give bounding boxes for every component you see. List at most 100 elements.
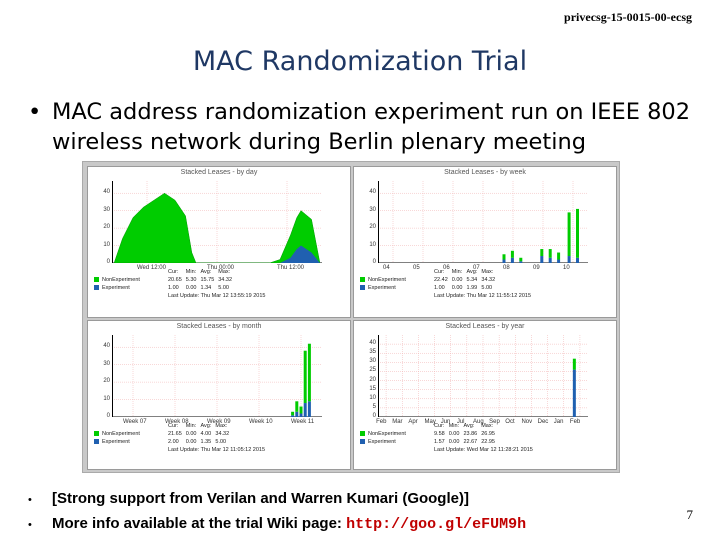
stats-value: 20.65: [168, 277, 182, 283]
x-tick-label: Thu 00:00: [207, 265, 235, 271]
legend-label: NonExperiment: [102, 277, 140, 283]
x-tick-label: Week 08: [165, 419, 189, 425]
y-tick-label: 40: [369, 189, 376, 196]
bar-experiment: [572, 369, 576, 417]
x-tick-label: Mar: [392, 419, 403, 425]
stats-value: 2.00: [168, 439, 179, 445]
chart-plot-area: [378, 181, 588, 263]
y-tick-label: 40: [103, 189, 110, 196]
stats-value: 5.00: [215, 439, 227, 445]
chart-title: Stacked Leases - by month: [176, 323, 262, 330]
chart-panel-by-month: Stacked Leases - by month 0 10 20 30 40 Week 0…: [87, 320, 351, 470]
x-tick-label: 09: [533, 265, 540, 271]
stats-value: 5.30: [185, 277, 197, 283]
main-bullet: • MAC address randomization experiment r…: [28, 97, 708, 157]
stats-value: 0.00: [185, 431, 197, 437]
stats-header: Min:: [451, 269, 463, 275]
slide-number: 7: [686, 507, 694, 522]
y-tick-label: 20: [369, 224, 376, 231]
stats-header: Min:: [448, 423, 460, 429]
legend-entry: NonExperiment: [360, 430, 406, 438]
chart-panel-by-week: Stacked Leases - by week 0 10 20 30 40 04 05 06 0…: [353, 166, 617, 318]
legend-entry: Experiment: [94, 438, 140, 446]
legend-label: NonExperiment: [102, 431, 140, 437]
footer-bullets: • [Strong support from Verilan and Warren…: [28, 487, 526, 537]
chart-legend: NonExperiment Experiment: [360, 430, 406, 446]
stats-value: 26.95: [481, 431, 495, 437]
stats-value: 23.86: [463, 431, 478, 437]
stats-header: Avg:: [200, 423, 212, 429]
bar-nonexperiment: [540, 249, 544, 257]
legend-entry: NonExperiment: [360, 276, 406, 284]
bar-nonexperiment: [567, 212, 571, 257]
stats-header: Max:: [481, 423, 494, 429]
legend-label: NonExperiment: [368, 431, 406, 437]
footer-bullet-support: • [Strong support from Verilan and Warren…: [28, 487, 526, 512]
x-tick-label: 05: [413, 265, 420, 271]
bar-nonexperiment: [502, 254, 506, 260]
x-tick-label: Jan: [553, 419, 564, 425]
series-area-nonexperiment: [113, 192, 321, 263]
wiki-link[interactable]: http://goo.gl/eFUM9h: [346, 516, 527, 533]
chart-panel-by-day: Stacked Leases - by day 0 10 20 30 40 Wed 12:0…: [87, 166, 351, 318]
stats-header: Avg:: [200, 269, 212, 275]
bar-experiment: [540, 256, 544, 263]
stats-value: 34.32: [481, 277, 496, 283]
bar-nonexperiment: [307, 343, 311, 402]
x-tick-label: Wed 12:00: [137, 265, 166, 271]
stats-value: 15.75: [200, 277, 215, 283]
stats-header: Min:: [185, 423, 197, 429]
x-tick-label: Week 07: [123, 419, 147, 425]
x-tick-label: Week 10: [249, 419, 273, 425]
footer-bullet-wiki: • More info available at the trial Wiki p…: [28, 512, 526, 537]
bar-nonexperiment: [557, 252, 561, 260]
legend-entry: NonExperiment: [94, 276, 140, 284]
bar-nonexperiment: [519, 257, 523, 262]
chart-legend: NonExperiment Experiment: [360, 276, 406, 292]
stats-value: 5.34: [466, 277, 478, 283]
stats-header: Cur:: [434, 269, 445, 275]
y-tick-label: 0: [106, 413, 110, 419]
x-tick-label: Dec: [537, 419, 549, 425]
last-update: Last Update: Thu Mar 12 13:55:19 2015: [168, 293, 266, 299]
chart-plot-area: [112, 335, 322, 417]
y-tick-label: 10: [103, 395, 110, 402]
stats-value: 1.35: [200, 439, 212, 445]
bar-nonexperiment: [303, 350, 307, 404]
main-bullet-text: MAC address randomization experiment run…: [52, 99, 691, 155]
stats-value: 22.42: [434, 277, 448, 283]
stats-value: 0.00: [185, 285, 197, 291]
stats-table: Cur: Min: Avg: Max: 22.42 0.00 5.34 34.32 1.00 0.…: [434, 268, 499, 292]
last-update: Last Update: Thu Mar 12 11:55:12 2015: [434, 293, 532, 299]
bar-nonexperiment: [299, 406, 303, 414]
stats-value: 21.65: [168, 431, 182, 437]
y-tick-label: 10: [369, 241, 376, 248]
stats-header: Max:: [215, 423, 228, 429]
stats-header: Max:: [218, 269, 231, 275]
y-tick-label: 15: [369, 385, 376, 392]
legend-swatch: [360, 431, 365, 437]
x-tick-label: Feb: [376, 419, 387, 425]
bar-experiment: [307, 401, 311, 417]
stats-value: 0.00: [451, 277, 463, 283]
chart-title: Stacked Leases - by day: [180, 169, 258, 176]
stats-value: 0.00: [185, 439, 197, 445]
y-tick-label: 35: [369, 349, 376, 356]
y-tick-label: 30: [369, 206, 376, 213]
legend-swatch: [360, 439, 365, 445]
legend-label: Experiment: [102, 439, 130, 445]
last-update: Last Update: Thu Mar 12 11:05:12 2015: [168, 447, 266, 453]
legend-label: NonExperiment: [368, 277, 406, 283]
y-tick-label: 30: [103, 360, 110, 367]
y-tick-label: 40: [103, 343, 110, 350]
x-tick-label: Jun: [440, 419, 451, 425]
bar-nonexperiment: [291, 411, 295, 416]
y-tick-label: 0: [372, 259, 376, 265]
x-tick-label: 08: [503, 265, 510, 271]
legend-label: Experiment: [368, 439, 396, 445]
x-tick-label: Thu 12:00: [277, 265, 305, 271]
legend-swatch: [94, 439, 99, 445]
bar-experiment: [299, 413, 303, 417]
y-tick-label: 20: [103, 224, 110, 231]
legend-label: Experiment: [368, 285, 396, 291]
